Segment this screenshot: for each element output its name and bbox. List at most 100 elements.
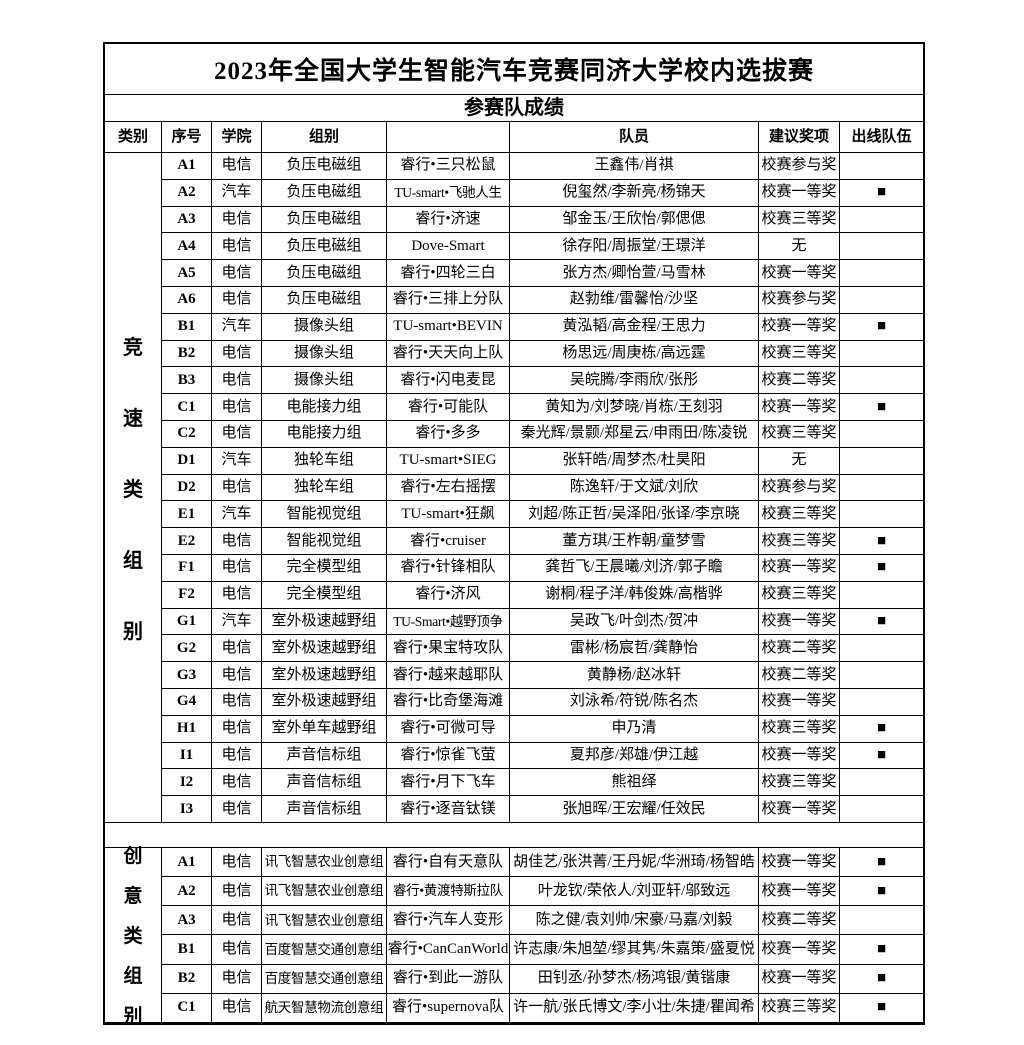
cell-group: 电能接力组 — [262, 420, 387, 448]
cell-serial: C1 — [162, 394, 212, 421]
cell-serial: C2 — [162, 420, 212, 448]
cell-serial: E2 — [162, 528, 212, 555]
cell-group: 声音信标组 — [262, 769, 387, 797]
cell-group: 讯飞智慧农业创意组 — [262, 877, 387, 907]
cell-team: 睿行•济速 — [387, 206, 510, 234]
cell-serial: A1 — [162, 847, 212, 878]
cell-members: 黄泓韬/高金程/王思力 — [510, 313, 759, 341]
cell-members: 申乃清 — [510, 715, 759, 743]
cell-group: 室外极速越野组 — [262, 608, 387, 636]
cell-team: 睿行•闪电麦昆 — [387, 367, 510, 395]
cell-college: 电信 — [212, 635, 262, 663]
cell-qualified — [840, 906, 923, 936]
cell-college: 电信 — [212, 286, 262, 314]
cell-group: 百度智慧交通创意组 — [262, 964, 387, 994]
cell-serial: A1 — [162, 153, 212, 180]
cell-members: 邹金玉/王欣怡/郭偲偲 — [510, 206, 759, 234]
cell-qualified: ■ — [840, 609, 923, 636]
cell-qualified — [840, 475, 923, 502]
section-separator — [105, 823, 923, 848]
cell-qualified: ■ — [840, 555, 923, 582]
cell-group: 负压电磁组 — [262, 286, 387, 314]
cell-group: 负压电磁组 — [262, 233, 387, 261]
cell-members: 雷彬/杨宸哲/龚静怡 — [510, 635, 759, 663]
cell-qualified — [840, 662, 923, 689]
cell-team: TU-smart•狂飙 — [387, 501, 510, 529]
cell-team: 睿行•月下飞车 — [387, 769, 510, 797]
cell-award: 校赛三等奖 — [759, 206, 840, 234]
cell-college: 电信 — [212, 206, 262, 234]
cell-members: 张方杰/卿怡萱/马雪林 — [510, 260, 759, 287]
cell-group: 百度智慧交通创意组 — [262, 935, 387, 965]
cell-members: 董方琪/王柞朝/童梦雪 — [510, 528, 759, 555]
cell-serial: B1 — [162, 935, 212, 965]
cell-qualified — [840, 367, 923, 395]
cell-qualified: ■ — [840, 716, 923, 743]
cell-award: 校赛一等奖 — [759, 847, 840, 878]
cell-award: 校赛一等奖 — [759, 313, 840, 341]
cell-serial: B2 — [162, 340, 212, 368]
cell-college: 电信 — [212, 474, 262, 502]
cell-college: 汽车 — [212, 501, 262, 529]
cell-college: 电信 — [212, 935, 262, 965]
cell-award: 校赛三等奖 — [759, 420, 840, 448]
col-header-qualified: 出线队伍 — [840, 122, 923, 153]
cell-members: 夏邦彦/郑雄/伊江越 — [510, 742, 759, 770]
cell-members: 叶龙钦/荣依人/刘亚轩/邬致远 — [510, 877, 759, 907]
page-title: 2023年全国大学生智能汽车竞赛同济大学校内选拔赛 — [105, 44, 923, 95]
cell-college: 电信 — [212, 742, 262, 770]
cell-group: 完全模型组 — [262, 554, 387, 582]
cell-serial: A3 — [162, 206, 212, 234]
cell-team: 睿行•比奇堡海滩 — [387, 688, 510, 716]
cell-members: 许志康/朱旭堃/缪其隽/朱嘉策/盛夏悦 — [510, 935, 759, 965]
cell-serial: G3 — [162, 662, 212, 689]
cell-serial: F2 — [162, 581, 212, 609]
cell-group: 摄像头组 — [262, 313, 387, 341]
cell-team: TU-smart•BEVIN — [387, 313, 510, 341]
cell-team: 睿行•汽车人变形 — [387, 906, 510, 936]
cell-college: 汽车 — [212, 447, 262, 475]
cell-group: 智能视觉组 — [262, 528, 387, 555]
cell-team: 睿行•三排上分队 — [387, 286, 510, 314]
cell-group: 独轮车组 — [262, 474, 387, 502]
cell-award: 校赛参与奖 — [759, 153, 840, 180]
cell-serial: I3 — [162, 796, 212, 823]
cell-team: 睿行•黄渡特斯拉队 — [387, 877, 510, 907]
cell-members: 陈之健/袁刘帅/宋豪/马嘉/刘毅 — [510, 906, 759, 936]
speed-section-table: 竞速类组别 A1 电信 负压电磁组 睿行•三只松鼠 王鑫伟/肖祺 校赛参与奖 A2 汽车 负压电磁… — [105, 153, 923, 823]
cell-serial: A3 — [162, 906, 212, 936]
cell-award: 校赛一等奖 — [759, 742, 840, 770]
cell-qualified — [840, 501, 923, 529]
cell-team: 睿行•左右摇摆 — [387, 474, 510, 502]
cell-college: 电信 — [212, 420, 262, 448]
cell-college: 电信 — [212, 153, 262, 180]
cell-serial: A4 — [162, 233, 212, 261]
cell-team: TU-smart•飞驰人生 — [387, 179, 510, 207]
cell-team: 睿行•到此一游队 — [387, 964, 510, 994]
cell-group: 室外单车越野组 — [262, 715, 387, 743]
cell-group: 室外极速越野组 — [262, 635, 387, 663]
cell-award: 校赛二等奖 — [759, 635, 840, 663]
cell-serial: I2 — [162, 769, 212, 797]
creative-section-table: 创意类组别 A1 电信 讯飞智慧农业创意组 睿行•自有天意队 胡佳艺/张洪菁/王丹妮/华洲… — [105, 846, 923, 1027]
cell-team: TU-smart•SIEG — [387, 447, 510, 475]
cell-college: 电信 — [212, 367, 262, 395]
cell-members: 王鑫伟/肖祺 — [510, 153, 759, 180]
cell-award: 校赛一等奖 — [759, 935, 840, 965]
subtitle: 参赛队成绩 — [105, 95, 923, 122]
cell-team: TU-Smart•越野顶争 — [387, 608, 510, 636]
col-header-college: 学院 — [212, 122, 262, 153]
cell-members: 吴政飞/叶剑杰/贺冲 — [510, 608, 759, 636]
cell-award: 校赛二等奖 — [759, 662, 840, 689]
cell-award: 无 — [759, 233, 840, 261]
cell-qualified — [840, 689, 923, 716]
cell-members: 杨思远/周庚栋/高远霆 — [510, 340, 759, 368]
cell-serial: G4 — [162, 688, 212, 716]
table-header: 类别 序号 学院 组别 队员 建议奖项 出线队伍 — [105, 122, 923, 153]
col-header-group: 组别 — [262, 122, 387, 153]
col-header-team — [387, 122, 510, 153]
cell-qualified — [840, 448, 923, 475]
cell-college: 电信 — [212, 394, 262, 421]
cell-members: 刘超/陈正哲/吴泽阳/张译/李京晓 — [510, 501, 759, 529]
